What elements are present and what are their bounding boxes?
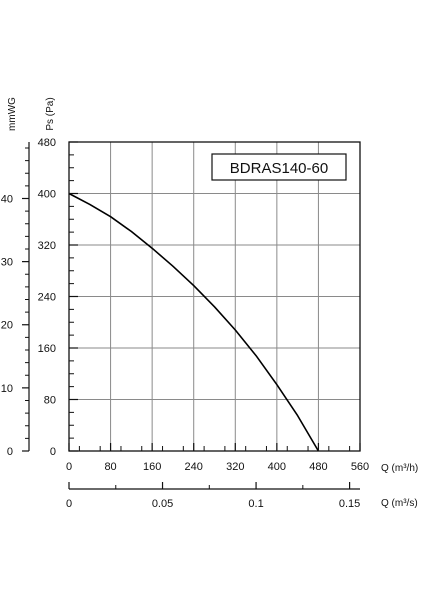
x-tick-label: 240 [185, 461, 203, 473]
performance-curve [68, 192, 320, 452]
x-tick-label: 400 [268, 461, 286, 473]
x-tick-label: 560 [351, 461, 369, 473]
grid [69, 142, 360, 451]
axes: 0 80 160 240 320 400 480 5600801602403204004800… [1, 137, 369, 510]
model-label-box: BDRAS140-60 [211, 153, 347, 181]
y-tick-label: 320 [38, 240, 56, 252]
m3s-tick-label: 0 [66, 498, 72, 510]
mmwg-tick-label: 30 [1, 257, 13, 269]
y-tick-label: 240 [38, 292, 56, 304]
mmwg-tick-label: 10 [1, 383, 13, 395]
x-tick-label: 0 [66, 461, 72, 473]
mmwg-tick-label: 20 [1, 320, 13, 332]
model-label: BDRAS140-60 [230, 160, 328, 177]
y-tick-label: 160 [38, 343, 56, 355]
m3s-tick-label: 0.15 [339, 498, 360, 510]
curve-layer [68, 192, 320, 452]
x-tick-label: 320 [226, 461, 244, 473]
model-label-frame [211, 153, 347, 181]
x-tick-label: 80 [104, 461, 116, 473]
y-axis-pa-label: Ps (Pa) [45, 97, 56, 130]
x-tick-label: 480 [309, 461, 327, 473]
x-axis-m3s-label: Q (m³/s) [381, 498, 418, 509]
y-tick-label: 0 [50, 446, 56, 458]
y-tick-label: 80 [44, 395, 56, 407]
m3s-tick-label: 0.1 [248, 498, 263, 510]
y-tick-label: 480 [38, 137, 56, 149]
m3s-tick-label: 0.05 [152, 498, 173, 510]
y-tick-label: 400 [38, 189, 56, 201]
y-axis-mmwg-label: mmWG [7, 97, 18, 131]
x-axis-m3h-label: Q (m³/h) [381, 463, 418, 474]
mmwg-tick-label: 40 [1, 193, 13, 205]
x-tick-label: 160 [143, 461, 161, 473]
mmwg-tick-label: 0 [7, 446, 13, 458]
